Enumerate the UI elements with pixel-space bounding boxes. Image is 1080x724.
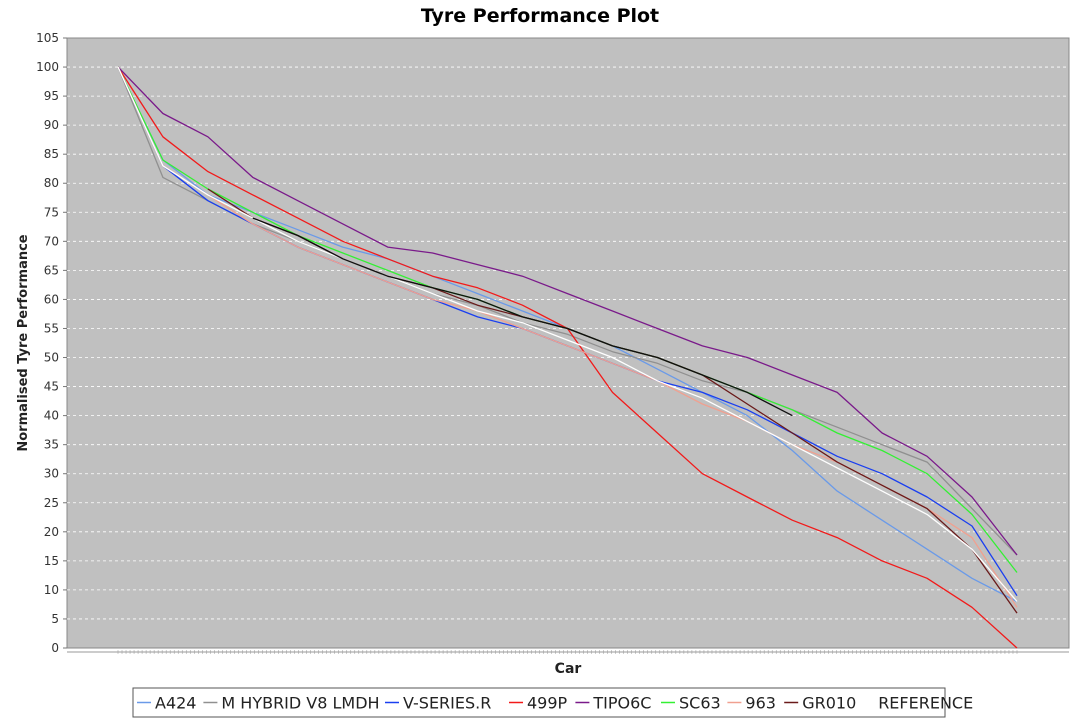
y-tick-label: 55 xyxy=(44,321,59,335)
y-axis-label: Normalised Tyre Performance xyxy=(16,234,31,451)
legend-label: SC63 xyxy=(679,694,721,713)
plot-area xyxy=(66,37,1070,649)
y-tick-label: 45 xyxy=(44,380,59,394)
y-tick-label: 105 xyxy=(36,31,59,45)
y-tick-label: 15 xyxy=(44,554,59,568)
legend-label: V-SERIES.R xyxy=(403,694,491,713)
series-line-tipo6c xyxy=(117,66,1018,556)
legend-label: 499P xyxy=(527,694,568,713)
legend-label: GR010 xyxy=(802,694,856,713)
y-tick-label: 25 xyxy=(44,496,59,510)
legend-label: A424 xyxy=(155,694,196,713)
x-axis xyxy=(67,650,1069,654)
legend: A424 M HYBRID V8 LMDH V-SERIES.R 499P TIPO6C… xyxy=(132,687,973,718)
y-tick-label: 70 xyxy=(44,234,59,248)
x-axis-label: Car xyxy=(555,661,582,677)
y-tick-label: 85 xyxy=(44,147,59,161)
y-tick-label: 0 xyxy=(51,641,59,655)
y-tick-label: 90 xyxy=(44,118,59,132)
gridlines xyxy=(67,66,1069,620)
legend-label: 963 xyxy=(745,694,776,713)
series-line-m-hybrid-v8-lmdh xyxy=(117,66,1018,556)
y-tick-label: 20 xyxy=(44,525,59,539)
series-lines xyxy=(117,66,1018,649)
legend-label: REFERENCE xyxy=(878,694,973,713)
y-axis: 0 5 10 15 20 25 30 35 40 45 50 55 60 65 70 75 80 85 90 95 10… xyxy=(36,31,67,655)
y-tick-label: 100 xyxy=(36,60,59,74)
y-tick-label: 35 xyxy=(44,438,59,452)
y-tick-label: 65 xyxy=(44,263,59,277)
y-tick-label: 10 xyxy=(44,583,59,597)
legend-label: M HYBRID V8 LMDH xyxy=(221,694,379,713)
chart-title: Tyre Performance Plot xyxy=(421,5,659,27)
y-tick-label: 50 xyxy=(44,351,59,365)
y-tick-label: 95 xyxy=(44,89,59,103)
y-tick-label: 30 xyxy=(44,467,59,481)
legend-box xyxy=(132,687,946,718)
series-line-unlabeled-series-9 xyxy=(252,217,793,417)
series-line-reference xyxy=(117,66,1018,602)
y-tick-label: 60 xyxy=(44,292,59,306)
y-tick-label: 5 xyxy=(51,612,59,626)
y-tick-label: 75 xyxy=(44,205,59,219)
legend-label: TIPO6C xyxy=(592,694,651,713)
y-tick-label: 80 xyxy=(44,176,59,190)
y-tick-label: 40 xyxy=(44,409,59,423)
